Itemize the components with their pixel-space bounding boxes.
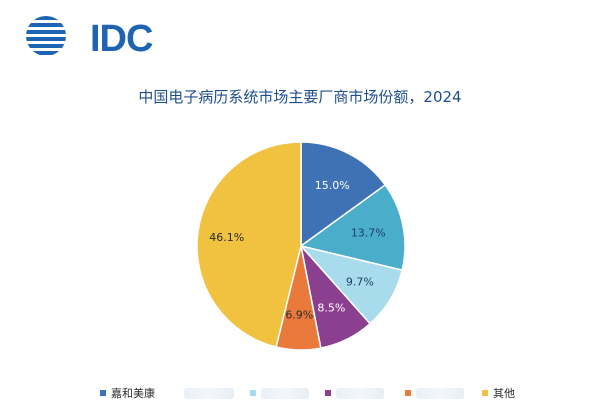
legend-item-5: 其他 — [482, 386, 515, 400]
legend-swatch — [100, 390, 106, 396]
data-label-4: 6.9% — [285, 309, 313, 322]
legend-label: 嘉和美康 — [111, 387, 155, 400]
globe-icon — [26, 16, 66, 55]
legend-label: 其他 — [493, 387, 515, 400]
data-label-5: 46.1% — [209, 231, 244, 244]
pie-slice-0 — [300, 141, 387, 248]
legend-item-1 — [184, 386, 234, 400]
legend-item-2 — [250, 386, 309, 400]
data-label-3: 8.5% — [317, 302, 345, 315]
idc-logo: IDC — [24, 14, 153, 58]
chart-title: 中国电子病历系统市场主要厂商市场份额，2024 — [138, 88, 462, 106]
legend-swatch — [250, 390, 256, 396]
logo-text: IDC — [90, 18, 153, 60]
legend-blurred-label — [336, 387, 384, 399]
data-label-2: 9.7% — [346, 275, 374, 288]
legend-swatch — [325, 390, 331, 396]
legend-item-0: 嘉和美康 — [100, 386, 155, 400]
legend-blurred-label — [416, 387, 464, 399]
legend-item-3 — [325, 386, 384, 400]
legend-swatch — [482, 390, 488, 396]
pie-slice-5 — [196, 141, 302, 348]
data-label-0: 15.0% — [315, 179, 350, 192]
legend-swatch — [405, 390, 411, 396]
legend-item-4 — [405, 386, 464, 400]
data-label-1: 13.7% — [351, 227, 386, 240]
legend-blurred-label — [184, 387, 234, 399]
legend: 嘉和美康 其他 — [100, 386, 560, 400]
legend-blurred-label — [261, 387, 309, 399]
pie-slice-1 — [299, 183, 406, 272]
